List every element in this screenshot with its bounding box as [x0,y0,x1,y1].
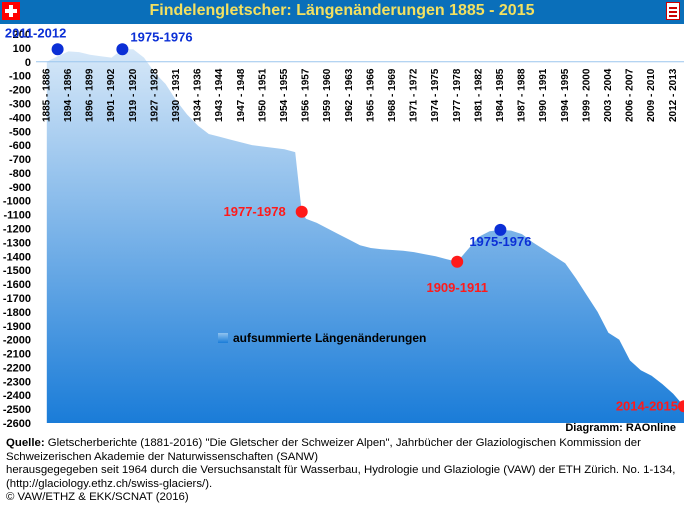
x-tick-label: 1947 - 1948 [236,68,247,122]
y-tick-label: -2400 [3,390,31,402]
y-tick-label: -700 [9,154,31,166]
y-tick-label: -2300 [3,376,31,388]
x-tick-label: 1919 - 1920 [128,68,139,122]
x-tick-label: 1927 - 1928 [149,68,160,122]
highlight-label: 1909-1911 [426,280,487,295]
highlight-label: 1975-1976 [469,234,531,249]
x-tick-label: 1984 - 1985 [495,68,506,122]
source-text-2: herausgegegeben seit 1964 durch die Vers… [6,464,676,490]
y-tick-label: 0 [25,57,31,69]
title-bar: Findelengletscher: Längenänderungen 1885… [0,0,684,24]
y-tick-label: -2200 [3,362,31,374]
y-tick-label: -2600 [3,418,31,430]
x-tick-label: 2006 - 2007 [625,68,636,122]
x-tick-label: 1934 - 1936 [193,68,204,122]
y-tick-label: 100 [13,43,31,55]
x-tick-label: 1987 - 1988 [517,68,528,122]
y-tick-label: -400 [9,112,31,124]
x-tick-label: 1981 - 1982 [473,68,484,122]
x-tick-label: 1990 - 1991 [538,68,549,122]
y-tick-label: -200 [9,85,31,97]
x-tick-label: 1956 - 1957 [301,68,312,122]
x-tick-label: 1930 - 1931 [171,68,182,122]
source-label: Quelle: [6,437,45,449]
x-tick-label: 1968 - 1969 [387,68,398,122]
y-tick-label: -900 [9,182,31,194]
y-tick-label: -1700 [3,293,31,305]
y-tick-label: -1100 [3,210,31,222]
y-tick-label: -1000 [3,196,31,208]
highlight-label: 2014-2015 [616,398,678,413]
y-tick-label: -100 [9,71,31,83]
x-tick-label: 2012 - 2013 [668,68,679,122]
x-tick-label: 1965 - 1966 [365,68,376,122]
x-tick-label: 1894 - 1896 [63,68,74,122]
x-tick-label: 1950 - 1951 [257,68,268,122]
y-tick-label: -600 [9,140,31,152]
highlight-label: 2011-2012 [5,25,66,40]
highlight-point [451,255,464,268]
y-tick-label: -2100 [3,349,31,361]
x-tick-label: 1885 - 1886 [41,68,52,122]
x-tick-label: 1901 - 1902 [106,68,117,122]
y-tick-label: -1300 [3,237,31,249]
highlight-point [51,43,64,56]
x-tick-label: 1971 - 1972 [409,68,420,122]
source-text-1: Gletscherberichte (1881-2016) "Die Glets… [6,437,641,463]
legend-label: aufsummierte Längenänderungen [233,331,426,345]
swiss-flag-icon [2,2,20,20]
x-tick-label: 1943 - 1944 [214,68,225,122]
y-tick-label: -1800 [3,307,31,319]
legend-swatch [218,333,228,343]
y-tick-label: 200 [13,29,31,41]
highlight-point [678,400,684,413]
document-icon[interactable] [666,2,680,20]
y-tick-label: -1900 [3,321,31,333]
x-tick-label: 1999 - 2000 [581,68,592,122]
source-text-3: © VAW/ETHZ & EKK/SCNAT (2016) [6,491,189,503]
y-tick-label: -800 [9,168,31,180]
diagram-credit: Diagramm: RAOnline [565,422,676,434]
y-tick-label: -300 [9,99,31,111]
x-tick-label: 1954 - 1955 [279,68,290,122]
chart-title: Findelengletscher: Längenänderungen 1885… [149,2,535,19]
y-tick-label: -2000 [3,335,31,347]
watermark: RAO [626,183,653,197]
glacier-length-chart: 200 100 0 -100 -200 -300-400 -500 -600 -700 -800 -… [3,25,684,434]
x-tick-label: 1994 - 1995 [560,68,571,122]
x-tick-label: 1974 - 1975 [430,68,441,122]
x-tick-label: 1896 - 1899 [85,68,96,122]
y-tick-label: -1600 [3,279,31,291]
highlight-label: 1977-1978 [224,204,286,219]
x-tick-label: 2003 - 2004 [603,68,614,122]
highlight-label: 1975-1976 [130,29,192,44]
legend: aufsummierte Längenänderungen [218,331,426,345]
y-tick-label: -1200 [3,224,31,236]
chart-frame: Findelengletscher: Längenänderungen 1885… [0,0,684,434]
y-tick-label: -1500 [3,265,31,277]
y-tick-label: -1400 [3,251,31,263]
highlight-point [494,223,507,236]
highlight-point [116,43,129,56]
y-tick-label: -500 [9,126,31,138]
x-tick-label: 1962 - 1963 [344,68,355,122]
source-note: Quelle: Gletscherberichte (1881-2016) "D… [6,437,680,505]
series-area [46,49,684,423]
x-tick-label: 1959 - 1960 [322,68,333,122]
y-tick-label: -2500 [3,404,31,416]
highlight-point [295,205,308,218]
x-tick-label: 2009 - 2010 [646,68,657,122]
x-tick-label: 1977 - 1978 [452,68,463,122]
